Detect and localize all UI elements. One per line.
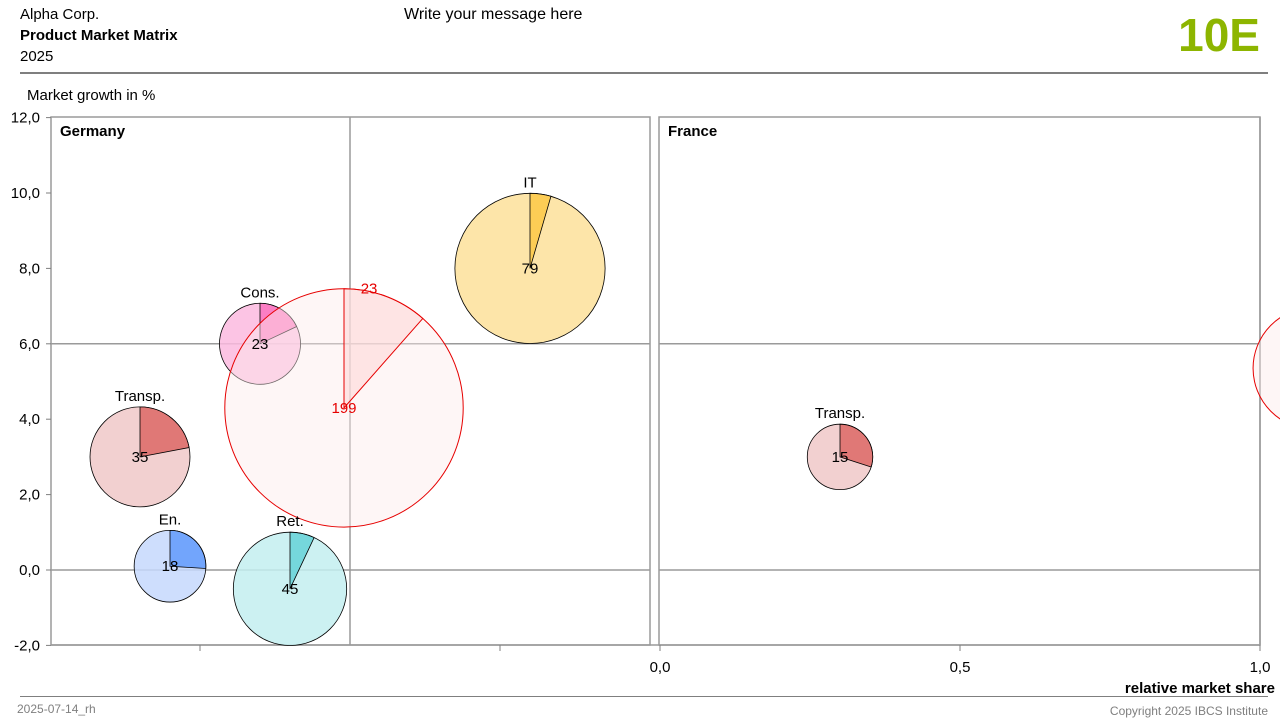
y-tick-label: 8,0 <box>19 260 40 277</box>
bubble-label-transp: Transp. <box>115 388 165 405</box>
bubble-value-cons: 23 <box>252 336 269 353</box>
bubble-labels: IT79Cons.23Transp.35En.18Ret.4519923IT25… <box>115 174 865 598</box>
report-year: 2025 <box>20 48 54 65</box>
total-share-label: 23 <box>361 281 378 298</box>
message-placeholder[interactable]: Write your message here <box>404 6 583 23</box>
footer-divider <box>20 696 1268 697</box>
bubble-value-transp: 35 <box>132 449 149 466</box>
x-tick-label: 1,0 <box>1250 659 1271 676</box>
y-tick-label: 2,0 <box>19 487 40 504</box>
panel-title: France <box>668 123 717 140</box>
bubble-share-it[interactable] <box>529 192 552 269</box>
total-bubbles <box>224 288 1280 528</box>
bubbles <box>89 192 874 646</box>
x-tick-label: 0,5 <box>950 659 971 676</box>
bubble-share-cons[interactable] <box>259 302 298 345</box>
y-tick-label: 10,0 <box>11 185 40 202</box>
bubble-label-ret: Ret. <box>276 513 304 530</box>
y-tick-label: 4,0 <box>19 411 40 428</box>
x-tick-label: 0,0 <box>650 659 671 676</box>
footer-date: 2025-07-14_rh <box>17 702 96 716</box>
panel-frame-france <box>658 116 1261 646</box>
y-tick-label: -2,0 <box>14 637 40 654</box>
x-axis-title: relative market share <box>1125 680 1275 697</box>
bubble-value-it: 79 <box>522 260 539 277</box>
page-code: 10E <box>1178 9 1260 61</box>
header-divider <box>20 72 1268 74</box>
y-axis-title: Market growth in % <box>27 87 155 104</box>
total-value: 199 <box>331 400 356 417</box>
bubble-value-en: 18 <box>162 558 179 575</box>
report-title: Product Market Matrix <box>20 27 178 44</box>
y-tick-label: 6,0 <box>19 336 40 353</box>
bubble-value-ret: 45 <box>282 581 299 598</box>
y-tick-label: 12,0 <box>11 110 40 127</box>
bubble-share-ret[interactable] <box>289 531 315 590</box>
total-bubble[interactable] <box>1252 307 1280 429</box>
panel-title: Germany <box>60 123 126 140</box>
bubble-label-it: IT <box>523 174 536 191</box>
bubble-value-transp: 15 <box>832 449 849 466</box>
y-tick-label: 0,0 <box>19 562 40 579</box>
bubble-label-transp: Transp. <box>815 405 865 422</box>
bubble-share-transp[interactable] <box>839 423 874 468</box>
total-bubble-share[interactable] <box>343 288 424 410</box>
bubble-share-en[interactable] <box>169 529 207 569</box>
bubble-label-cons: Cons. <box>240 284 279 301</box>
axes: Market growth in % 12,0 10,0 8,0 6,0 4,0 2,0 0,… <box>11 87 1275 697</box>
footer-copyright: Copyright 2025 IBCS Institute <box>1109 704 1268 718</box>
bubble-label-en: En. <box>159 511 182 528</box>
company-name: Alpha Corp. <box>20 6 100 23</box>
bubble-share-transp[interactable] <box>139 406 190 458</box>
